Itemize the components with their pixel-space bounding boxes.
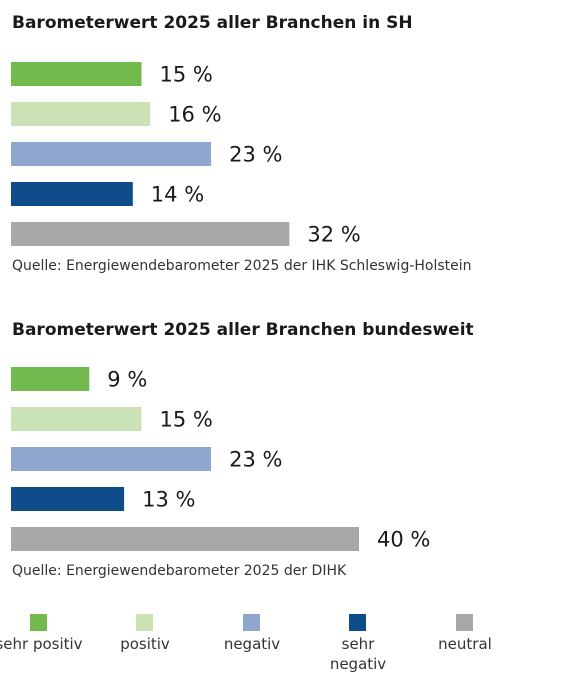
legend: sehr positiv positiv negativ sehr negati… bbox=[0, 614, 565, 684]
bar-chart2-positiv bbox=[11, 407, 142, 431]
bar-chart2-sehr-negativ bbox=[11, 487, 125, 511]
chart-1-title: Barometerwert 2025 aller Branchen in SH bbox=[12, 13, 413, 33]
bar-chart2-neutral bbox=[11, 527, 359, 551]
bar-chart2-sehr-positiv bbox=[11, 367, 90, 391]
legend-swatch-sehr-positiv bbox=[30, 614, 47, 631]
chart-2-title: Barometerwert 2025 aller Branchen bundes… bbox=[12, 320, 474, 340]
chart-2-source: Quelle: Energiewendebarometer 2025 der D… bbox=[12, 563, 347, 579]
legend-label-sehr-positiv: sehr positiv bbox=[0, 635, 83, 653]
value-label-chart2-sehr-positiv: 9 % bbox=[107, 368, 147, 392]
value-label-chart1-neutral: 32 % bbox=[307, 223, 360, 247]
value-label-chart2-sehr-negativ: 13 % bbox=[142, 488, 195, 512]
value-label-chart1-negativ: 23 % bbox=[229, 143, 282, 167]
bar-chart1-negativ bbox=[11, 142, 212, 166]
value-label-chart2-negativ: 23 % bbox=[229, 448, 282, 472]
bar-chart1-sehr-positiv bbox=[11, 62, 142, 86]
chart-2-bars: 9 % 15 % 23 % 13 % 40 % bbox=[11, 367, 430, 552]
value-label-chart2-neutral: 40 % bbox=[377, 528, 430, 552]
bar-chart1-sehr-negativ bbox=[11, 182, 133, 206]
legend-label-positiv: positiv bbox=[120, 635, 170, 653]
legend-swatch-sehr-negativ bbox=[349, 614, 366, 631]
legend-label-negativ: negativ bbox=[223, 635, 281, 653]
bar-chart1-neutral bbox=[11, 222, 290, 246]
value-label-chart1-sehr-positiv: 15 % bbox=[160, 63, 213, 87]
chart-1-bars: 15 % 16 % 23 % 14 % 32 % bbox=[11, 62, 361, 247]
value-label-chart2-positiv: 15 % bbox=[160, 408, 213, 432]
chart-1-source: Quelle: Energiewendebarometer 2025 der I… bbox=[12, 258, 472, 274]
bar-chart2-negativ bbox=[11, 447, 212, 471]
legend-label-sehr-negativ: sehr negativ bbox=[329, 635, 387, 673]
bar-chart1-positiv bbox=[11, 102, 151, 126]
legend-label-neutral: neutral bbox=[438, 635, 492, 653]
legend-swatch-negativ bbox=[243, 614, 260, 631]
legend-swatch-neutral bbox=[456, 614, 473, 631]
legend-swatch-positiv bbox=[136, 614, 153, 631]
value-label-chart1-positiv: 16 % bbox=[168, 103, 221, 127]
value-label-chart1-sehr-negativ: 14 % bbox=[151, 183, 204, 207]
